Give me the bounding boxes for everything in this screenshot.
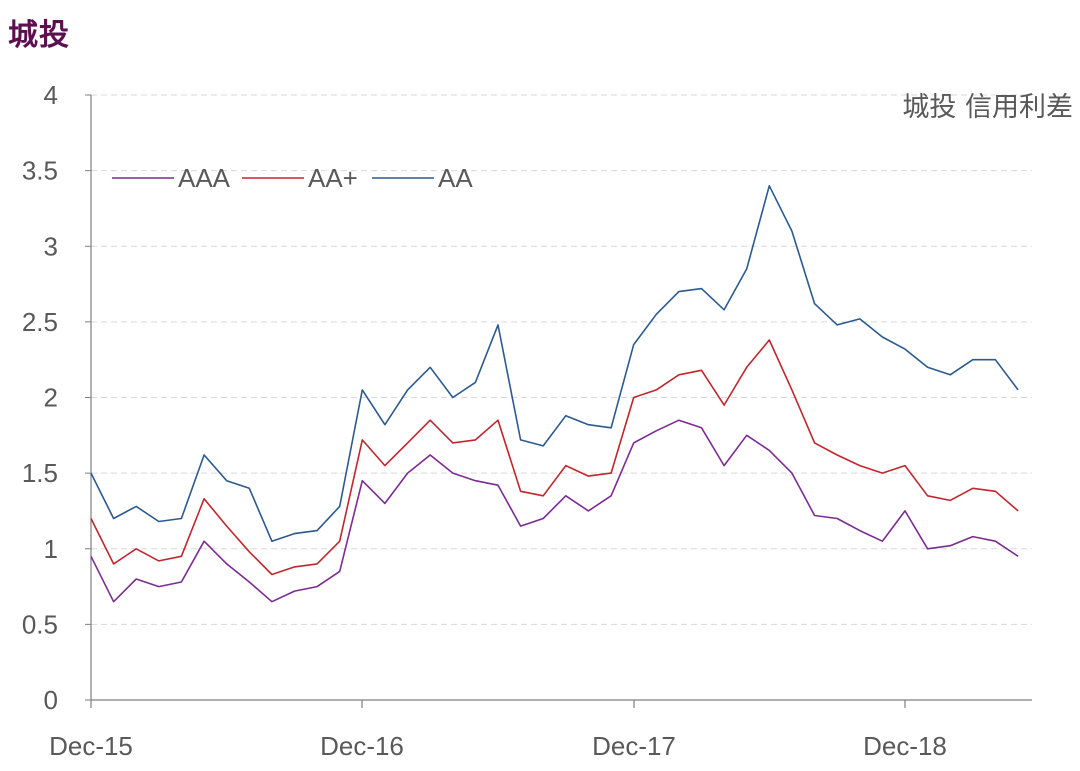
x-tick-label: Dec-16 [320, 731, 404, 761]
chart-title: 城投 信用利差 [902, 92, 1073, 123]
x-tick-label: Dec-17 [592, 731, 676, 761]
legend-label: AAA [178, 163, 231, 193]
legend-label: AA [438, 163, 473, 193]
y-tick-label: 3 [44, 231, 58, 261]
series-line-aaplus [90, 339, 1019, 576]
y-tick-label: 2 [44, 383, 58, 413]
grid-lines [91, 94, 1032, 625]
y-tick-label: 3.5 [22, 156, 58, 186]
axes: 0 0.5 1 1.5 2 2.5 3 3.5 4 Dec-15 Dec-16 Dec-17 Dec-1… [22, 80, 1032, 761]
y-tick-label: 1 [44, 534, 58, 564]
legend-label: AA+ [308, 163, 358, 193]
series-line-aaa [90, 419, 1019, 603]
y-tick-label: 1.5 [22, 458, 58, 488]
page-title: 城投 [8, 18, 70, 53]
y-tick-label: 4 [44, 80, 58, 110]
legend: AAA AA+ AA [112, 163, 473, 193]
y-tick-label: 0.5 [22, 609, 58, 639]
series-lines [90, 185, 1019, 603]
x-tick-label: Dec-15 [49, 731, 133, 761]
x-tick-label: Dec-18 [863, 731, 947, 761]
y-tick-label: 0 [44, 685, 58, 715]
y-tick-label: 2.5 [22, 307, 58, 337]
series-line-aa [90, 185, 1019, 543]
